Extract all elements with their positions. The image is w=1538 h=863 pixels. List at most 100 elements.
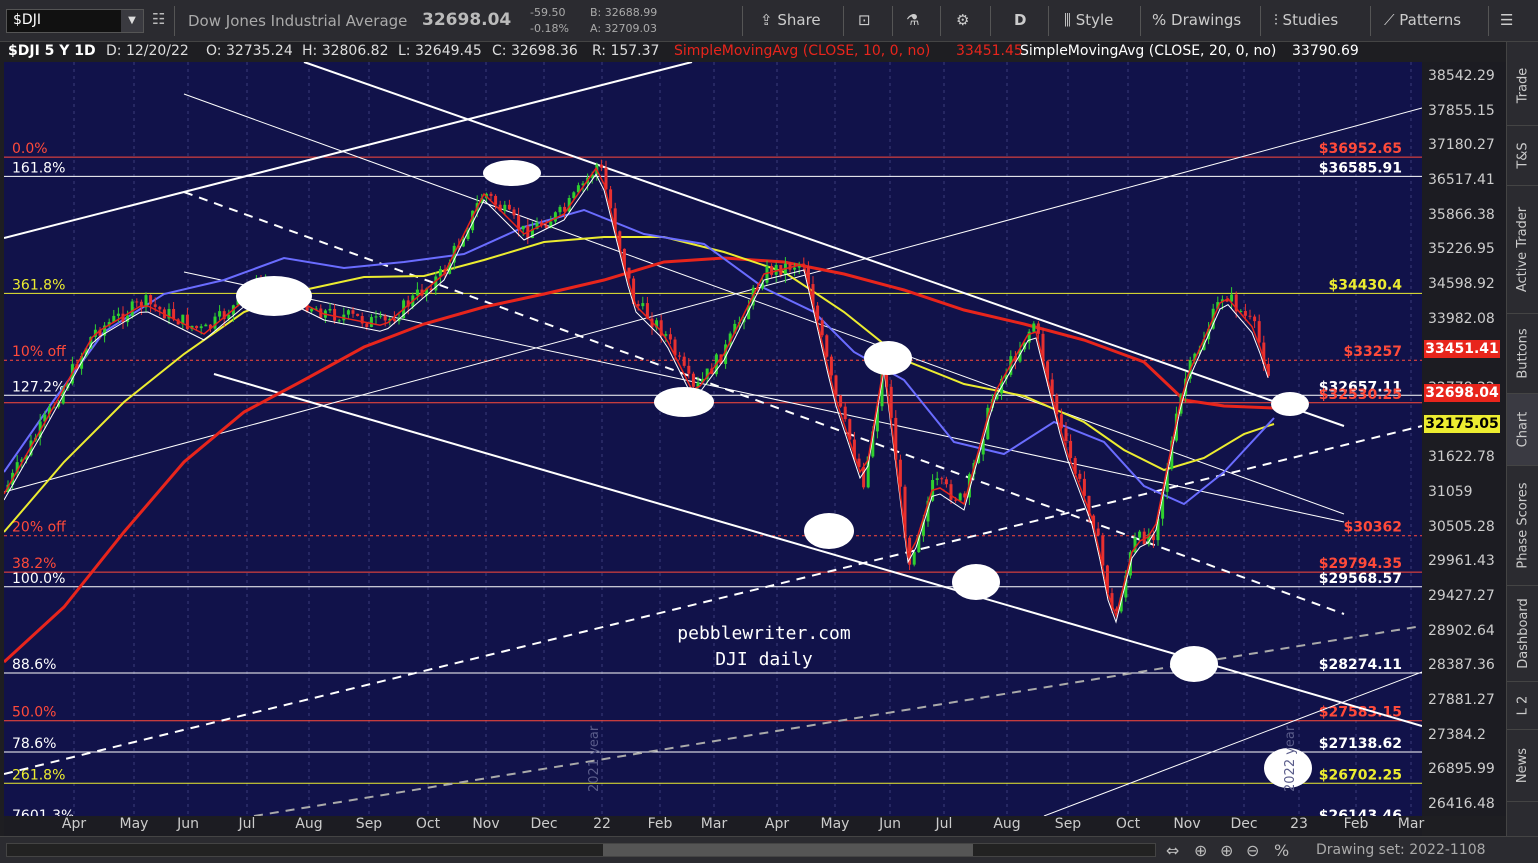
sidebar-tab-label: Phase Scores: [1515, 482, 1531, 569]
sidebar-tab-buttons[interactable]: Buttons: [1507, 314, 1538, 394]
candle-body: [1036, 323, 1040, 334]
candle-body: [613, 208, 617, 232]
sidebar-tab-dashboard[interactable]: Dashboard: [1507, 586, 1538, 682]
aggregation-button[interactable]: D: [1014, 11, 1027, 29]
studies-button[interactable]: ⫶ Studies: [1274, 11, 1338, 29]
candle-body: [328, 308, 332, 311]
price-tick: 31622.78: [1428, 449, 1495, 466]
candle-body: [1165, 468, 1169, 492]
sidebar-tab-t-s[interactable]: T&S: [1507, 126, 1538, 186]
candle-body: [351, 310, 355, 314]
sidebar-tab-label: Dashboard: [1515, 598, 1531, 669]
symbol-input[interactable]: $DJI ▼: [6, 9, 144, 33]
candle-body: [696, 382, 700, 387]
date-tick: Feb: [647, 816, 673, 832]
candle-body: [1253, 316, 1257, 322]
candle-body: [535, 222, 539, 229]
drawings-button[interactable]: % Drawings: [1152, 11, 1241, 29]
bar-high: H: 32806.82: [302, 43, 389, 59]
candle-body: [521, 225, 525, 230]
candle-body: [43, 414, 47, 422]
candle-body: [466, 230, 470, 240]
level-right-label: $32530.25: [1319, 387, 1402, 403]
net-change: -59.50: [530, 6, 566, 19]
grid-icon[interactable]: ☷: [152, 10, 166, 28]
price-axis[interactable]: 38542.29 37855.15 37180.27 36517.41 35866.38…: [1422, 62, 1506, 816]
sidebar-tab-trade[interactable]: Trade: [1507, 46, 1538, 126]
menu-icon[interactable]: ☰: [1500, 11, 1514, 29]
candle-body: [747, 305, 751, 320]
candle-body: [15, 462, 19, 473]
candle-body: [1059, 414, 1063, 429]
candle-body: [112, 315, 116, 323]
candle-body: [1055, 394, 1059, 415]
candle-body: [57, 403, 61, 407]
sidebar-tab-l-2[interactable]: L 2: [1507, 682, 1538, 730]
sidebar-tab-chart[interactable]: Chart: [1507, 394, 1538, 466]
sidebar-tab-news[interactable]: News: [1507, 730, 1538, 802]
candle-body: [121, 313, 125, 323]
trend-line: [253, 625, 1422, 816]
candle-body: [1004, 374, 1008, 379]
bar-range: R: 157.37: [592, 43, 660, 59]
price-tag: 32175.05: [1424, 414, 1500, 433]
candle-body: [843, 406, 847, 420]
flask-icon[interactable]: ⚗: [906, 11, 920, 29]
sidebar-tab-active-trader[interactable]: Active Trader: [1507, 186, 1538, 314]
date-tick: Nov: [472, 816, 500, 832]
candle-body: [981, 439, 985, 455]
candle-body: [75, 364, 79, 369]
level-left-label: 20% off: [12, 520, 66, 536]
candle-body: [839, 395, 843, 407]
candle-body: [682, 356, 686, 366]
toolbar-divider: [1048, 6, 1049, 36]
level-right-label: $32657.11: [1319, 379, 1402, 395]
candle-body: [724, 344, 728, 364]
percent-scale-icon[interactable]: %: [1274, 841, 1290, 860]
annotation-ellipse: [483, 160, 541, 186]
candle-body: [24, 455, 28, 460]
crosshair-icon[interactable]: ⊕: [1194, 841, 1208, 860]
candle-body: [507, 204, 511, 210]
zoom-in-icon[interactable]: ⊕: [1220, 841, 1234, 860]
gear-icon[interactable]: ⚙: [956, 11, 970, 29]
trend-line: [183, 191, 1345, 615]
trend-line: [4, 107, 1422, 493]
symbol-dropdown-icon[interactable]: ▼: [121, 10, 143, 32]
zoom-out-icon[interactable]: ⊖: [1246, 841, 1260, 860]
sidebar-tab-phase-scores[interactable]: Phase Scores: [1507, 466, 1538, 586]
expand-icon[interactable]: ⇔: [1166, 841, 1180, 860]
price-tick: 33982.08: [1428, 310, 1495, 327]
patterns-button[interactable]: ⟋ Patterns: [1384, 11, 1461, 29]
candle-body: [337, 320, 341, 322]
candle-body: [1110, 593, 1114, 609]
chart-canvas[interactable]: 0.0% $36952.65 161.8% $36585.91 361.8% $34430…: [4, 62, 1422, 816]
level-left-label: 88.6%: [12, 657, 56, 673]
candle-body: [641, 303, 645, 307]
horizontal-scrollbar[interactable]: [6, 843, 1156, 857]
level-right-label: $27583.15: [1319, 705, 1402, 721]
candle-body: [977, 454, 981, 464]
candle-body: [894, 417, 898, 460]
candle-body: [47, 407, 51, 415]
level-left-label: 10% off: [12, 344, 66, 360]
date-axis[interactable]: Apr May Jun Jul Aug Sep Oct Nov Dec 22 Feb Mar Apr Ma…: [4, 816, 1424, 836]
annotation-ellipse: [864, 341, 912, 375]
studies-flask-icon[interactable]: ⊡: [858, 11, 871, 29]
candle-body: [1138, 531, 1142, 538]
share-label: Share: [777, 11, 821, 29]
share-button[interactable]: ⇪ Share: [760, 11, 821, 29]
candle-body: [471, 210, 475, 231]
candle-body: [144, 295, 148, 308]
scrollbar-thumb[interactable]: [603, 844, 973, 856]
patterns-label: Patterns: [1399, 11, 1462, 29]
date-tick: Dec: [530, 816, 558, 832]
candle-body: [618, 231, 622, 249]
style-button[interactable]: ⫼ Style: [1064, 11, 1113, 29]
style-label: Style: [1075, 11, 1114, 29]
right-sidebar: Trade T&S Active Trader Buttons Chart Phase S…: [1506, 42, 1538, 836]
price-chart[interactable]: 0.0% $36952.65 161.8% $36585.91 361.8% $34430…: [4, 62, 1422, 816]
candle-body: [940, 478, 944, 480]
bar-low: L: 32649.45: [398, 43, 482, 59]
trend-line: [183, 271, 1345, 523]
